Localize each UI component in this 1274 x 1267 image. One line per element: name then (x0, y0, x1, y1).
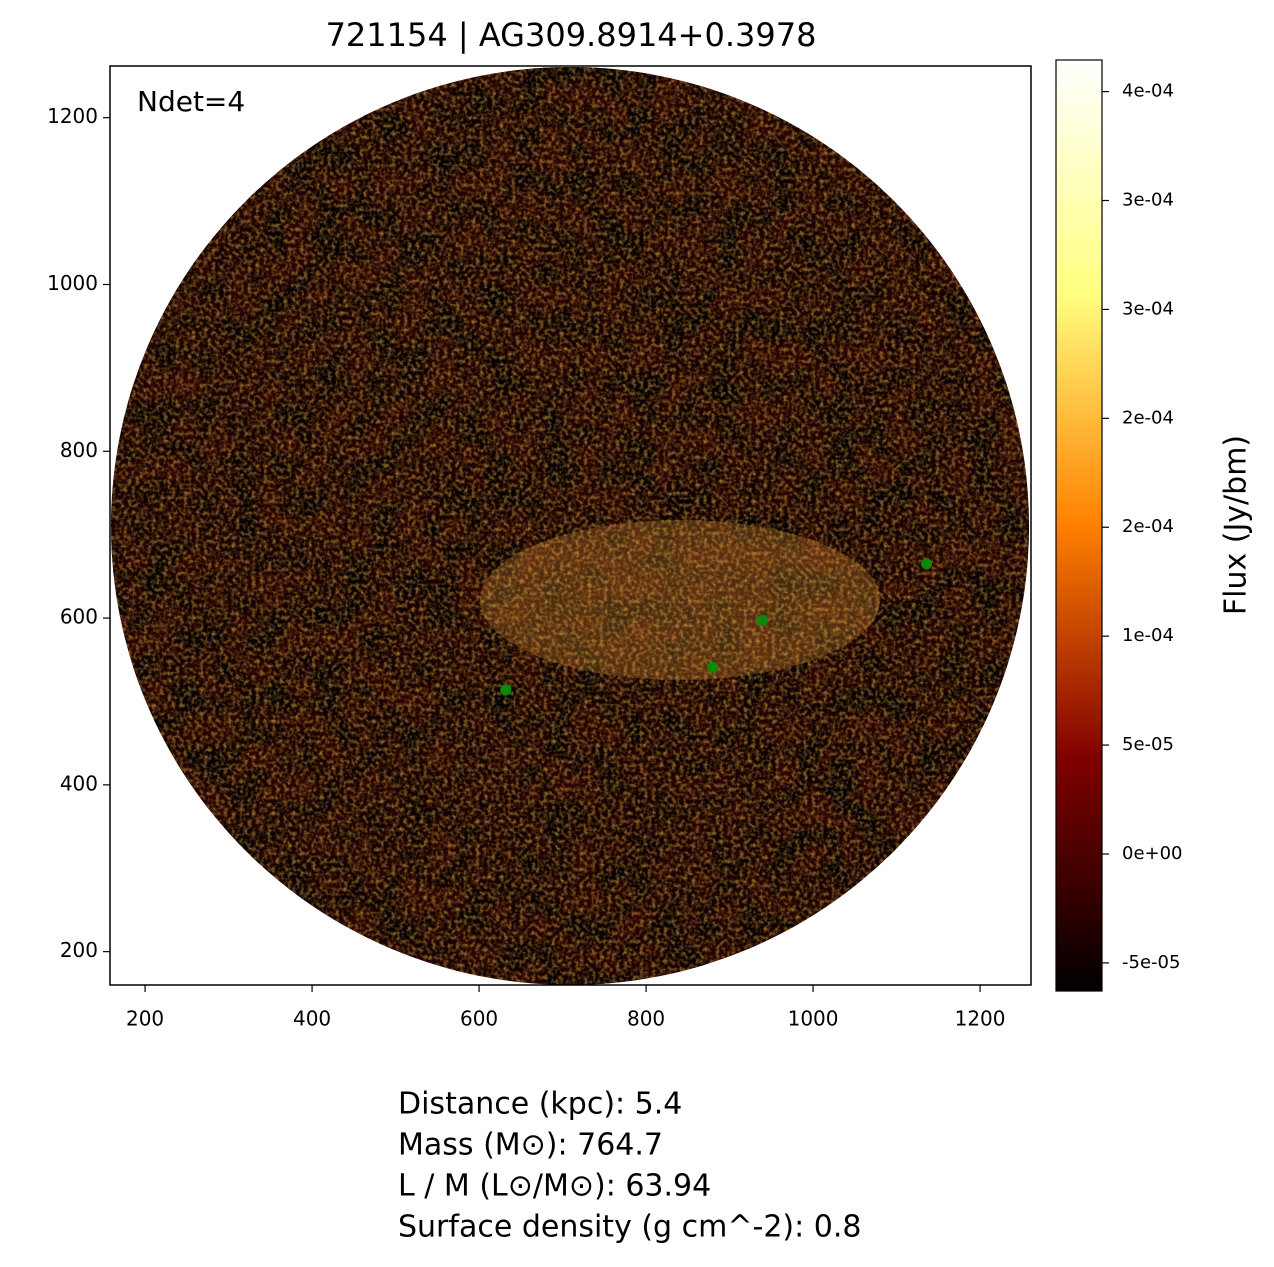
point (756, 615, 768, 627)
x-tick-label: 1200 (955, 1007, 1006, 1031)
y-tick-label: 1000 (47, 271, 98, 295)
x-tick-label: 200 (126, 1007, 164, 1031)
colorbar (1055, 59, 1103, 992)
note: Distance (kpc): 5.4 (398, 1087, 682, 1122)
note: L / M (L⊙/M⊙): 63.94 (398, 1169, 711, 1204)
annotation: Ndet=4 (137, 85, 245, 118)
point (707, 661, 719, 673)
point (921, 558, 933, 570)
colorbar-label: Flux (Jy/bm) (1219, 435, 1254, 615)
point (500, 684, 512, 696)
colorbar-tick-label: 2e-04 (1122, 516, 1174, 537)
notes: Distance (kpc): 5.4 Mass (M⊙): 764.7 L / M… (398, 1087, 861, 1245)
x-tick-label: 400 (293, 1007, 331, 1031)
y-tick-label: 600 (60, 605, 98, 629)
colorbar-tick-label: 3e-04 (1122, 298, 1174, 319)
note: Surface density (g cm^-2): 0.8 (398, 1210, 861, 1245)
image (111, 67, 1029, 985)
y-tick-label: 800 (60, 438, 98, 462)
colorbar-tick-label: 3e-04 (1122, 189, 1174, 210)
x-tick-label: 1000 (788, 1007, 839, 1031)
axes-frame (109, 65, 1032, 986)
colorbar-tick-label: -5e-05 (1122, 952, 1180, 973)
colorbar-tick-label: 0e+00 (1122, 843, 1183, 864)
colorbar-tick-label: 5e-05 (1122, 734, 1174, 755)
note: Mass (M⊙): 764.7 (398, 1128, 663, 1163)
x-tick-label: 600 (460, 1007, 498, 1031)
chart-title: 721154 | AG309.8914+0.3978 (326, 16, 817, 54)
colorbar-tick-label: 4e-04 (1122, 81, 1174, 102)
x-tick-label: 800 (627, 1007, 665, 1031)
colorbar-tick-label: 1e-04 (1122, 625, 1174, 646)
y-tick-label: 400 (60, 771, 98, 795)
colorbar-tick-label: 2e-04 (1122, 407, 1174, 428)
y-tick-label: 200 (60, 938, 98, 962)
y-tick-label: 1200 (47, 104, 98, 128)
